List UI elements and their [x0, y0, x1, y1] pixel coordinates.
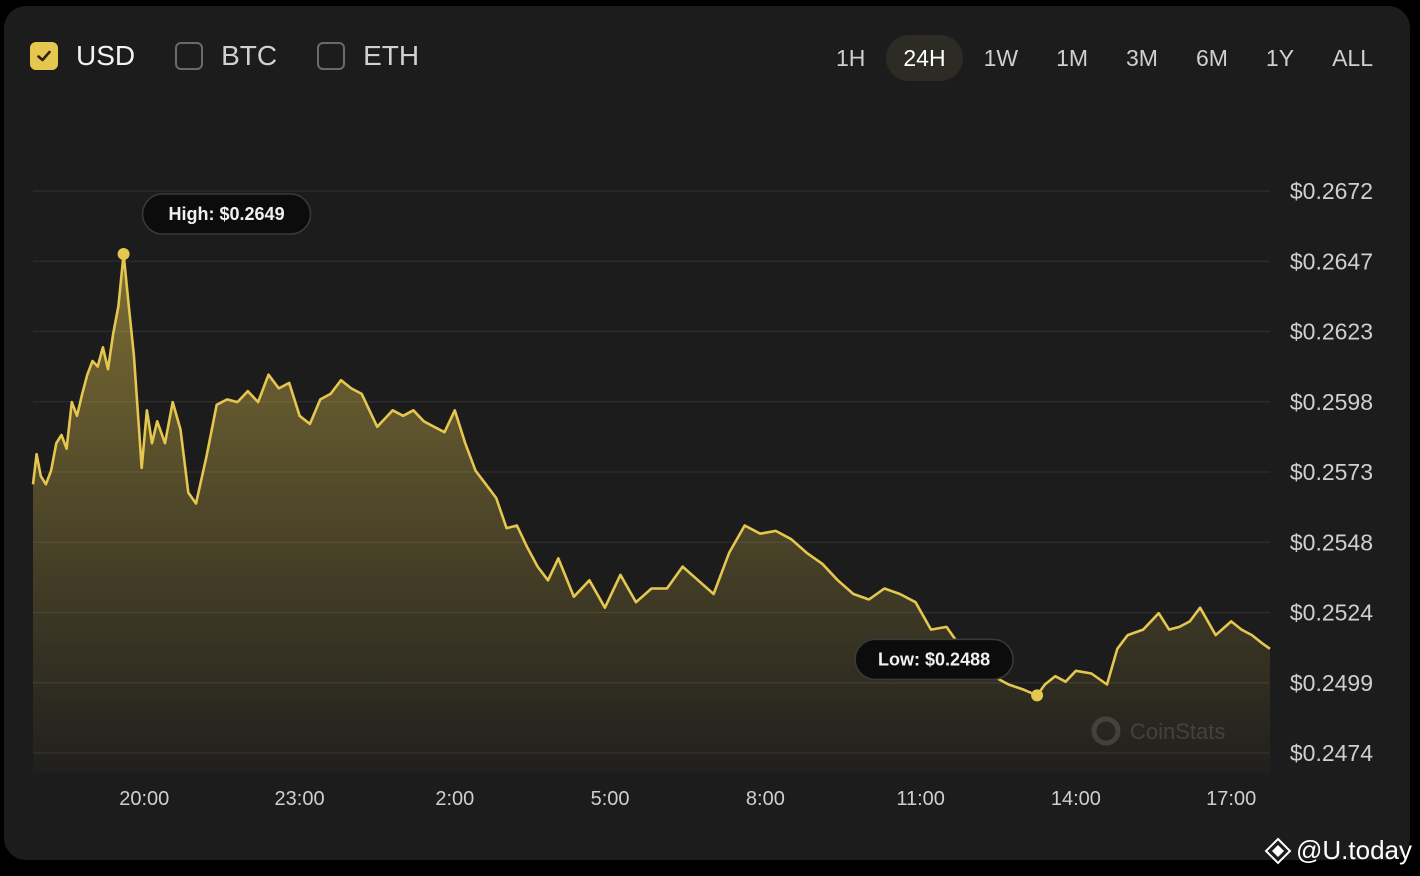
currency-btc-checkbox[interactable]: BTC	[175, 40, 277, 72]
currency-label: ETH	[363, 40, 420, 71]
x-tick-label: 14:00	[1051, 788, 1101, 810]
checkbox-checked-icon	[30, 42, 58, 70]
coinstats-watermark: CoinStats	[1091, 716, 1225, 746]
x-tick-label: 2:00	[435, 788, 474, 810]
price-area	[33, 254, 1270, 774]
range-tab-1h[interactable]: 1H	[835, 45, 866, 71]
high-label: High: $0.2649	[169, 204, 285, 224]
y-tick-label: $0.2623	[1290, 319, 1373, 345]
y-tick-label: $0.2548	[1290, 529, 1373, 555]
y-axis: $0.2672 $0.2647 $0.2623 $0.2598 $0.2573 $0.25…	[1290, 178, 1373, 766]
high-point	[117, 248, 130, 261]
diamond-logo-icon	[1264, 837, 1292, 864]
range-tab-all[interactable]: ALL	[1332, 45, 1373, 71]
currency-eth-checkbox[interactable]: ETH	[317, 40, 419, 72]
checkbox-unchecked-icon	[317, 42, 346, 70]
range-tab-3m[interactable]: 3M	[1126, 45, 1158, 71]
high-label-box	[141, 193, 312, 235]
x-tick-label: 23:00	[275, 788, 325, 810]
range-tab-1m[interactable]: 1M	[1056, 45, 1089, 71]
low-label: Low: $0.2488	[878, 649, 990, 669]
range-tab-1w[interactable]: 1W	[983, 45, 1019, 71]
checkbox-unchecked-icon	[175, 42, 204, 70]
range-tab-24h[interactable]: 24H	[886, 35, 963, 81]
y-tick-label: $0.2573	[1290, 459, 1373, 485]
range-tab-6m[interactable]: 6M	[1195, 45, 1228, 71]
time-range-tabs: 1H 24H 1W 1M 3M 6M 1Y ALL	[815, 35, 1390, 81]
low-point	[1031, 689, 1044, 702]
high-marker[interactable]: High: $0.2649	[117, 193, 312, 261]
y-tick-label: $0.2474	[1290, 740, 1373, 766]
y-tick-label: $0.2499	[1290, 670, 1373, 696]
x-tick-label: 8:00	[746, 788, 785, 810]
currency-label: USD	[76, 40, 136, 71]
currency-label: BTC	[221, 40, 278, 71]
svg-text:CoinStats: CoinStats	[1130, 719, 1225, 744]
x-tick-label: 20:00	[119, 788, 169, 810]
watermark-brand: U.today	[1322, 835, 1412, 865]
price-line	[31, 252, 1271, 697]
y-tick-label: $0.2598	[1290, 389, 1373, 415]
low-label-box	[854, 638, 1014, 681]
utoday-watermark: @ U.today	[1264, 835, 1412, 866]
x-tick-label: 5:00	[591, 788, 630, 810]
y-tick-label: $0.2672	[1290, 178, 1373, 204]
x-axis: 20:00 23:00 2:00 5:00 8:00 11:00 14:00 17:00	[119, 788, 1256, 810]
y-tick-label: $0.2524	[1290, 600, 1373, 626]
y-tick-label: $0.2647	[1290, 248, 1373, 274]
currency-selector: USD BTC ETH	[30, 40, 459, 72]
watermark-at: @	[1295, 835, 1323, 865]
low-marker[interactable]: Low: $0.2488	[854, 638, 1044, 702]
currency-usd-checkbox[interactable]: USD	[30, 40, 135, 72]
range-tab-1y[interactable]: 1Y	[1265, 45, 1295, 71]
x-tick-label: 11:00	[896, 788, 945, 810]
x-tick-label: 17:00	[1206, 788, 1256, 810]
